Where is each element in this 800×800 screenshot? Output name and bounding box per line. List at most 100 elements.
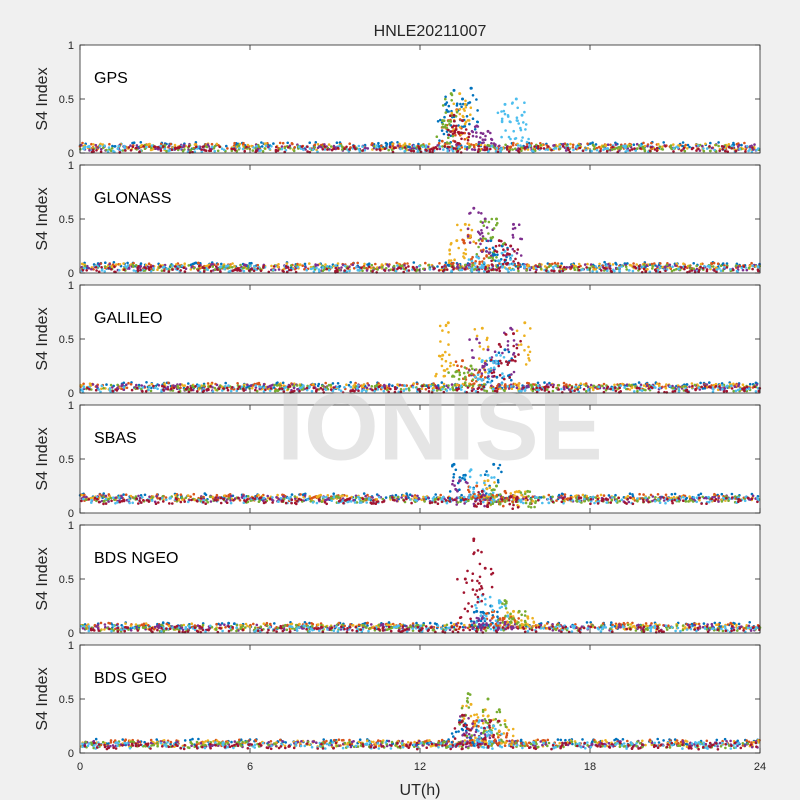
- data-point: [403, 146, 407, 149]
- data-point: [509, 244, 513, 248]
- data-point: [631, 497, 635, 501]
- data-point: [477, 245, 480, 249]
- data-point: [443, 115, 446, 119]
- data-point: [444, 97, 447, 101]
- data-point: [343, 264, 347, 268]
- data-point: [487, 220, 491, 224]
- data-point: [528, 350, 532, 354]
- data-point: [627, 269, 631, 272]
- data-point: [162, 145, 165, 148]
- data-point: [485, 338, 489, 342]
- data-point: [704, 142, 707, 146]
- data-point: [451, 125, 454, 129]
- data-point: [209, 385, 212, 388]
- data-point: [536, 147, 540, 150]
- data-point: [525, 140, 529, 144]
- data-point: [460, 105, 463, 109]
- data-point: [153, 145, 156, 148]
- data-point: [147, 262, 151, 266]
- data-point: [492, 368, 495, 372]
- data-point: [428, 268, 432, 271]
- data-point: [141, 390, 144, 393]
- data-point: [594, 143, 598, 146]
- data-point: [727, 143, 731, 146]
- data-point: [701, 267, 705, 270]
- data-point: [290, 264, 293, 267]
- data-point: [245, 145, 248, 149]
- data-point: [751, 148, 755, 151]
- data-point: [646, 144, 649, 148]
- data-point: [476, 109, 479, 112]
- data-point: [211, 265, 214, 268]
- data-point: [475, 334, 479, 338]
- data-point: [112, 261, 116, 264]
- data-point: [360, 266, 363, 270]
- data-point: [130, 388, 134, 392]
- data-point: [497, 364, 501, 368]
- data-point: [135, 144, 139, 147]
- data-point: [602, 145, 605, 148]
- data-point: [718, 385, 721, 388]
- data-point: [664, 493, 668, 497]
- data-point: [720, 492, 724, 496]
- data-point: [484, 265, 488, 269]
- data-point: [387, 265, 390, 268]
- data-point: [577, 265, 580, 269]
- data-point: [220, 147, 224, 150]
- data-point: [352, 499, 355, 502]
- data-point: [379, 149, 382, 152]
- data-point: [438, 262, 441, 265]
- data-point: [660, 147, 663, 151]
- data-point: [94, 388, 98, 392]
- data-point: [210, 142, 214, 146]
- data-point: [398, 142, 401, 146]
- data-point: [729, 268, 732, 271]
- data-point: [515, 343, 518, 346]
- data-point: [494, 359, 498, 363]
- data-point: [664, 269, 667, 273]
- data-point: [438, 324, 442, 328]
- data-point: [117, 144, 121, 148]
- data-point: [565, 266, 569, 269]
- data-point: [569, 142, 572, 146]
- data-point: [355, 265, 358, 269]
- data-point: [442, 148, 445, 151]
- data-point: [523, 349, 526, 352]
- data-point: [122, 268, 126, 272]
- data-point: [442, 132, 446, 136]
- data-point: [490, 259, 493, 263]
- data-point: [403, 149, 407, 153]
- data-point: [676, 146, 680, 149]
- data-point: [267, 145, 270, 149]
- data-point: [108, 389, 112, 392]
- data-point: [348, 269, 351, 273]
- data-point: [480, 326, 484, 330]
- data-point: [563, 493, 567, 496]
- data-point: [316, 146, 320, 150]
- data-point: [584, 148, 588, 152]
- data-point: [604, 143, 608, 147]
- data-point: [396, 144, 400, 147]
- data-point: [157, 384, 161, 387]
- data-point: [338, 144, 342, 148]
- data-point: [523, 334, 526, 338]
- data-point: [627, 500, 631, 504]
- data-point: [226, 147, 229, 150]
- data-point: [129, 494, 133, 498]
- data-point: [466, 235, 470, 238]
- data-point: [594, 265, 598, 268]
- data-point: [252, 269, 256, 273]
- data-point: [738, 264, 742, 268]
- data-point: [107, 146, 111, 149]
- data-point: [189, 495, 192, 499]
- data-point: [143, 266, 147, 269]
- data-point: [103, 270, 106, 273]
- data-point: [262, 266, 265, 269]
- data-point: [635, 142, 639, 146]
- data-point: [399, 147, 402, 151]
- data-point: [437, 269, 441, 272]
- data-point: [215, 142, 219, 146]
- data-point: [111, 389, 115, 393]
- data-point: [467, 142, 471, 146]
- data-point: [208, 265, 212, 269]
